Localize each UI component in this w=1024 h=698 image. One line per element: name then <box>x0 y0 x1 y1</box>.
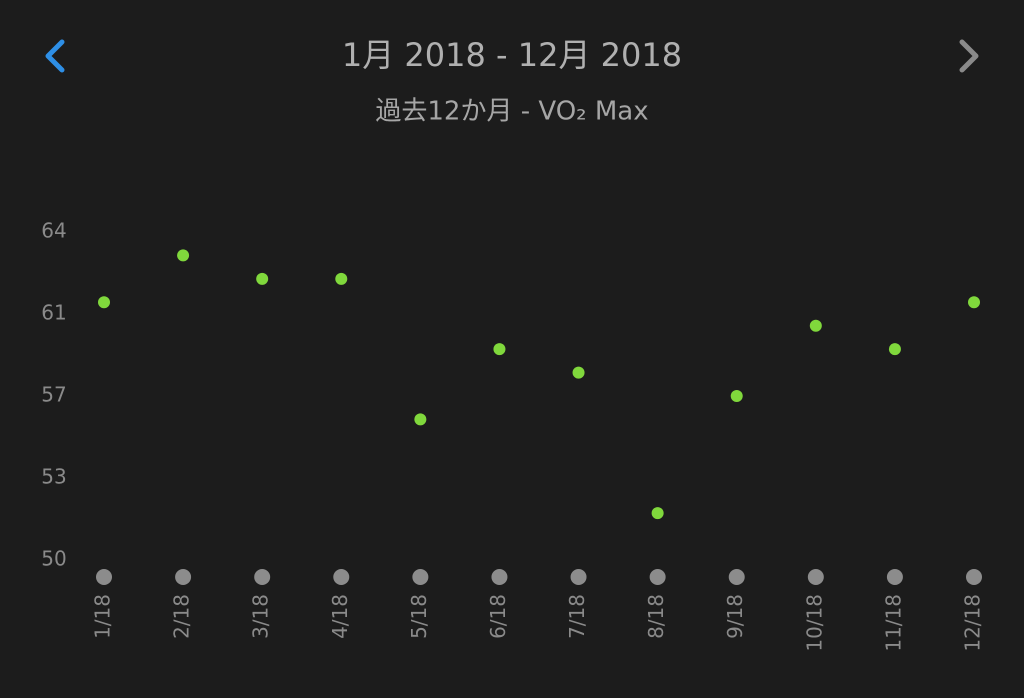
data-point <box>256 272 269 285</box>
x-tick-label: 6/18 <box>486 594 510 639</box>
chart-subtitle: 過去12か月 - VO₂ Max <box>375 97 648 127</box>
x-tick-label: 12/18 <box>961 594 985 652</box>
data-point <box>809 319 822 332</box>
data-point <box>888 343 901 356</box>
data-point <box>730 390 743 402</box>
y-tick-label: 61 <box>41 301 66 325</box>
x-tick-label: 11/18 <box>881 594 905 652</box>
data-point <box>414 413 427 426</box>
x-tick-dot <box>728 569 745 585</box>
x-tick-dot <box>886 569 903 585</box>
x-tick-dot <box>649 569 666 585</box>
x-tick-label: 4/18 <box>328 594 352 639</box>
next-button[interactable] <box>959 39 979 73</box>
data-point <box>177 249 190 262</box>
data-point <box>651 507 664 520</box>
x-tick-label: 5/18 <box>407 594 431 639</box>
y-tick-label: 57 <box>41 383 66 407</box>
y-tick-label: 50 <box>41 547 66 571</box>
x-tick-dot <box>96 569 112 585</box>
previous-button[interactable] <box>45 39 65 73</box>
x-tick-label: 2/18 <box>170 594 194 639</box>
x-tick-dot <box>175 569 192 585</box>
data-point <box>493 343 506 356</box>
chart-title: 1月 2018 - 12月 2018 <box>342 36 682 74</box>
x-tick-dot <box>333 569 350 585</box>
x-tick-dot <box>412 569 429 585</box>
x-tick-dot <box>570 569 587 585</box>
x-tick-label: 1/18 <box>91 594 115 639</box>
x-tick-dot <box>491 569 508 585</box>
x-tick-label: 3/18 <box>249 594 273 639</box>
data-point <box>572 366 585 379</box>
x-tick-label: 7/18 <box>565 594 589 639</box>
x-tick-dot <box>807 569 824 585</box>
x-tick-label: 8/18 <box>644 594 668 639</box>
data-point <box>335 272 348 285</box>
data-point <box>98 296 110 309</box>
y-tick-label: 64 <box>41 219 66 243</box>
x-tick-dot <box>254 569 271 585</box>
x-tick-label: 10/18 <box>802 594 826 652</box>
data-point <box>968 296 980 309</box>
x-tick-dot <box>966 569 982 585</box>
x-tick-label: 9/18 <box>723 594 747 639</box>
y-tick-label: 53 <box>41 465 66 489</box>
